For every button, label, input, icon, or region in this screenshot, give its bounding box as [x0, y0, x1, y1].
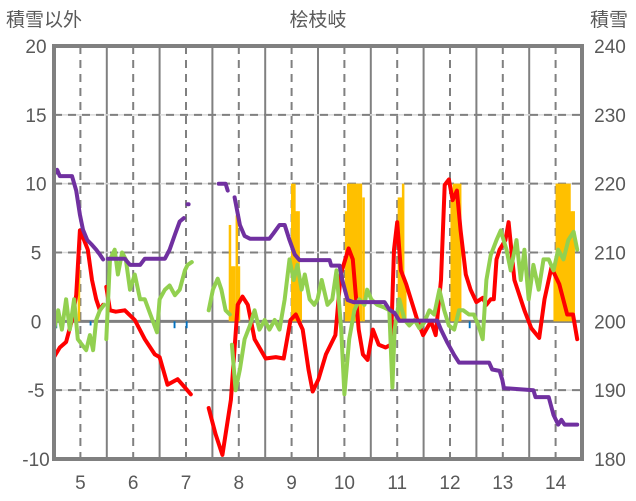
right-tick-label: 180	[594, 450, 626, 471]
orange-bar	[362, 197, 365, 322]
x-tick-label: 7	[181, 473, 192, 494]
green-series-line	[206, 276, 232, 317]
right-tick-label: 210	[594, 244, 626, 265]
orange-bar	[237, 266, 241, 322]
orange-bar	[359, 183, 363, 322]
x-tick-label: 11	[387, 473, 407, 494]
orange-bar	[344, 211, 348, 322]
left-tick-label: 5	[31, 244, 42, 265]
orange-bar	[351, 183, 354, 322]
orange-bar	[568, 183, 571, 322]
orange-bar	[456, 183, 460, 322]
x-tick-label: 8	[234, 473, 245, 494]
orange-bar	[458, 183, 462, 322]
orange-bar	[77, 266, 81, 322]
orange-bar	[355, 183, 358, 322]
left-tick-label: -5	[28, 381, 45, 402]
left-tick-label: 20	[25, 37, 46, 58]
blue-bar	[89, 321, 92, 326]
orange-bar	[232, 266, 236, 322]
right-axis-label: 積雪	[590, 9, 628, 31]
orange-bar	[561, 183, 565, 322]
orange-bar	[401, 183, 405, 322]
green-series-line	[52, 297, 107, 353]
orange-bar	[299, 280, 302, 322]
green-series-line	[229, 228, 580, 397]
red-series-line	[104, 284, 193, 397]
left-tick-label: 15	[25, 106, 46, 127]
orange-bar	[353, 183, 356, 322]
gridlines	[54, 46, 582, 459]
x-tick-label: 9	[286, 473, 297, 494]
orange-bar	[566, 183, 569, 322]
plot-frame	[52, 44, 584, 461]
orange-bar	[228, 224, 232, 322]
x-tick-label: 5	[75, 473, 86, 494]
orange-bar	[452, 183, 456, 322]
x-tick-label: 12	[439, 473, 460, 494]
left-tick-label: -10	[22, 450, 49, 471]
right-tick-label: 230	[594, 106, 626, 127]
orange-bar	[553, 266, 556, 322]
blue-bar	[468, 321, 471, 329]
right-tick-label: 220	[594, 175, 626, 196]
series-lines	[52, 167, 580, 457]
bars	[55, 183, 575, 329]
tick-labels: 20 15 10 5 0 -5 -10 240 230 220 210 200 190 180 5 6 7 8 9 1…	[22, 37, 626, 494]
orange-bar	[235, 215, 239, 322]
purple-series-line	[52, 167, 106, 262]
right-tick-label: 240	[594, 37, 626, 58]
right-tick-label: 190	[594, 381, 626, 402]
purple-series-line	[105, 216, 186, 267]
x-tick-label: 6	[128, 473, 139, 494]
chart-title: 桧枝岐	[289, 9, 346, 31]
red-series-line	[206, 177, 580, 457]
orange-bar	[404, 280, 407, 322]
left-axis-label: 積雪以外	[6, 9, 82, 31]
green-series-line	[104, 247, 194, 342]
blue-bar	[185, 321, 188, 329]
orange-bar	[450, 197, 453, 322]
x-tick-label: 13	[492, 473, 513, 494]
orange-bar	[357, 183, 361, 322]
orange-bar	[572, 211, 575, 322]
x-tick-label: 14	[545, 473, 567, 494]
purple-series-line	[232, 195, 580, 427]
x-tick-label: 10	[334, 473, 355, 494]
blue-bar	[173, 321, 176, 329]
purple-series-line	[216, 181, 230, 193]
orange-bar	[570, 211, 573, 322]
orange-bar	[454, 183, 458, 322]
orange-bar	[230, 266, 234, 322]
left-tick-label: 0	[31, 312, 42, 333]
left-tick-label: 10	[25, 175, 46, 196]
right-tick-label: 200	[594, 312, 626, 333]
red-series-line	[52, 228, 106, 360]
